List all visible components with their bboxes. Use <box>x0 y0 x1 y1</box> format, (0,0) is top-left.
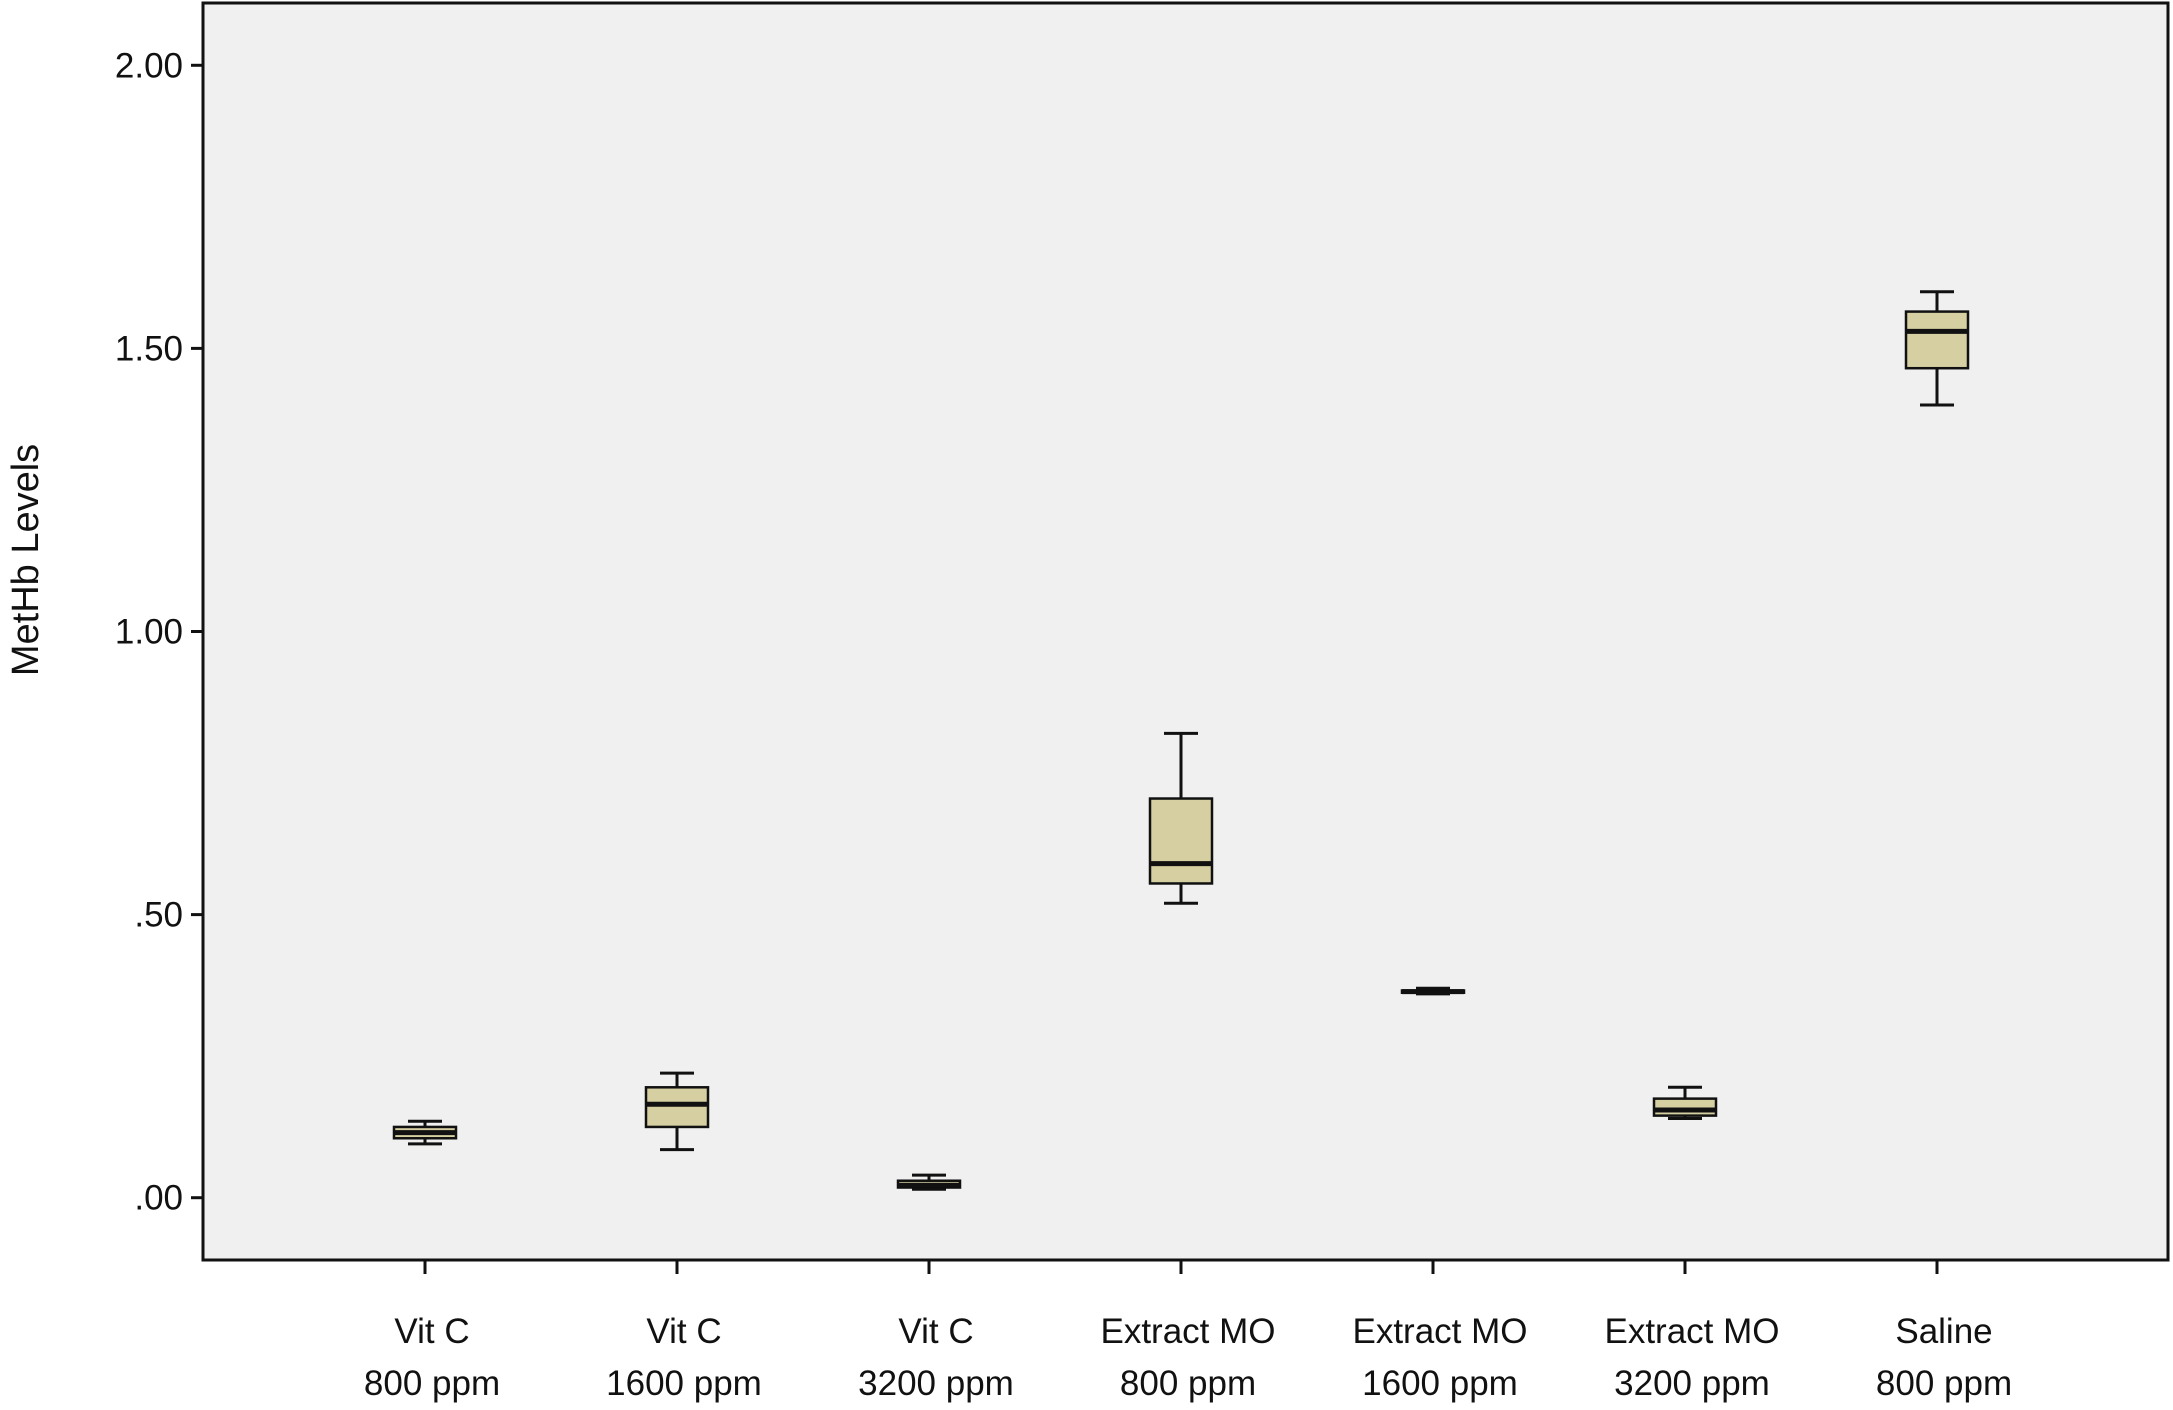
x-category-label-line2: 3200 ppm <box>858 1364 1014 1403</box>
iqr-box <box>1904 310 1970 370</box>
iqr-box <box>1652 1097 1718 1117</box>
box-plot <box>1148 731 1214 905</box>
x-category-label-line2: 800 ppm <box>1876 1364 2012 1403</box>
x-category-label-line1: Extract MO <box>1100 1312 1275 1351</box>
box-plot <box>1400 986 1466 996</box>
y-tick-label: .00 <box>134 1179 183 1218</box>
y-axis-title: MetHb Levels <box>5 444 47 676</box>
x-category-label-line1: Extract MO <box>1604 1312 1779 1351</box>
x-category-label-line2: 800 ppm <box>1120 1364 1256 1403</box>
box-plot <box>644 1071 710 1152</box>
x-axis: Vit C 800 ppm Vit C 1600 ppm Vit C 3200 ppm Ex… <box>364 1260 2012 1403</box>
y-axis: .00 .50 1.00 1.50 2.00 <box>115 46 203 1218</box>
box-plot <box>1904 290 1970 407</box>
box-series <box>392 290 1970 1191</box>
box-plot <box>1652 1085 1718 1120</box>
x-category-label-line2: 1600 ppm <box>1362 1364 1518 1403</box>
box-plot <box>392 1119 458 1146</box>
y-tick-label: .50 <box>134 896 183 935</box>
x-category-label-line1: Extract MO <box>1352 1312 1527 1351</box>
x-category-label-line1: Vit C <box>394 1312 469 1351</box>
y-tick-label: 2.00 <box>115 46 183 85</box>
x-category-label-line2: 3200 ppm <box>1614 1364 1770 1403</box>
x-category-label-line1: Saline <box>1895 1312 1992 1351</box>
iqr-box <box>644 1086 710 1129</box>
x-category-label-line1: Vit C <box>646 1312 721 1351</box>
x-category-label-line2: 1600 ppm <box>606 1364 762 1403</box>
plot-area <box>201 1 2170 1262</box>
x-category-label-line1: Vit C <box>898 1312 973 1351</box>
box-plot <box>896 1173 962 1191</box>
iqr-box <box>1148 797 1214 885</box>
y-tick-label: 1.00 <box>115 613 183 652</box>
x-category-label-line2: 800 ppm <box>364 1364 500 1403</box>
y-tick-label: 1.50 <box>115 329 183 368</box>
